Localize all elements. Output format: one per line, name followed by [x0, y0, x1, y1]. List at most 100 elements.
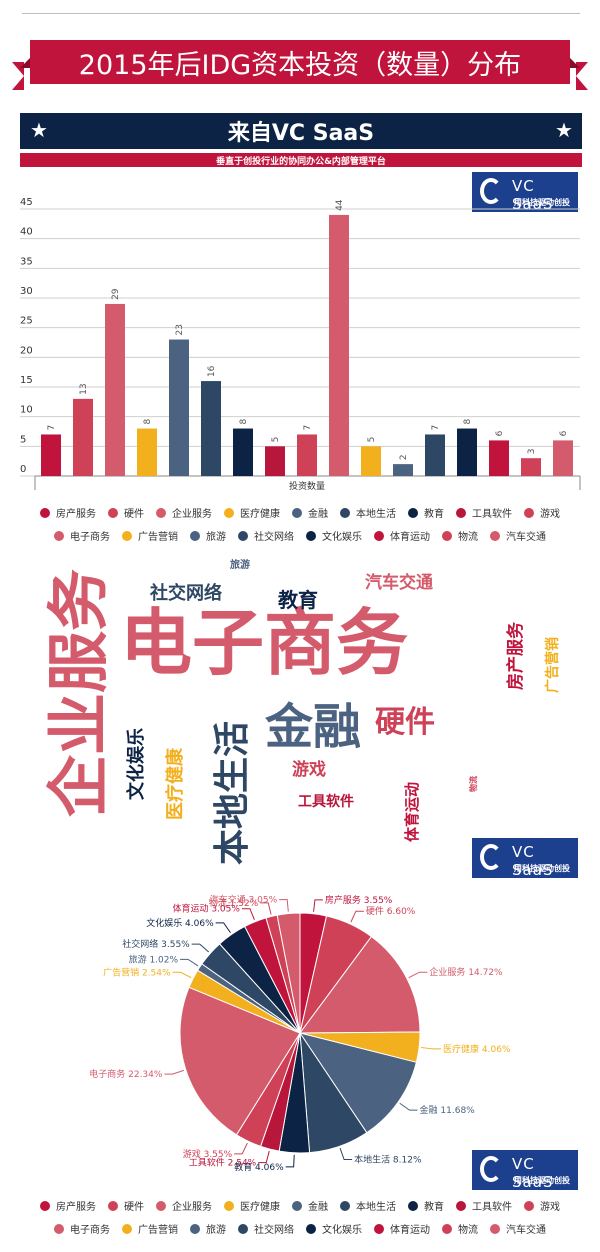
- legend-label: 教育: [424, 509, 444, 520]
- bar: [137, 428, 157, 476]
- legend-item[interactable]: 社交网络: [238, 1221, 294, 1236]
- legend-dot-icon: [54, 530, 64, 541]
- y-tick-label: 35: [20, 256, 33, 267]
- legend-item[interactable]: 社交网络: [238, 528, 294, 543]
- legend-label: 游戏: [540, 1202, 560, 1213]
- legend-dot-icon: [524, 1200, 534, 1211]
- legend-dot-icon: [442, 1223, 452, 1234]
- legend-dot-icon: [108, 507, 118, 518]
- legend-item[interactable]: 房产服务: [40, 505, 96, 520]
- word-culture: 文化娱乐: [126, 728, 147, 800]
- pie-leader-line: [164, 1069, 185, 1075]
- legend-item[interactable]: 硬件: [108, 1198, 144, 1213]
- legend-item[interactable]: 企业服务: [156, 1198, 212, 1213]
- legend-dot-icon: [456, 507, 466, 518]
- pie-leader-line: [350, 910, 364, 923]
- vc-saas-logo: VC SaaS 用科技驱动创投: [472, 838, 578, 879]
- legend-dot-icon: [122, 1223, 132, 1234]
- legend-item[interactable]: 金融: [292, 1198, 328, 1213]
- pie-slice-label: 广告营销 2.54%: [103, 966, 171, 978]
- pie-slice-label: 体育运动 3.05%: [172, 903, 240, 915]
- word-local-life: 本地生活: [212, 720, 253, 865]
- legend-item[interactable]: 广告营销: [122, 1221, 178, 1236]
- legend-dot-icon: [292, 507, 302, 518]
- legend-dot-icon: [292, 1200, 302, 1211]
- legend-label: 企业服务: [172, 509, 212, 520]
- pie-slice-label: 本地生活 8.12%: [354, 1154, 422, 1166]
- bar-value-label: 8: [239, 419, 249, 425]
- bar: [425, 434, 445, 476]
- y-tick-label: 5: [20, 434, 26, 445]
- legend-dot-icon: [490, 1223, 500, 1234]
- legend-dot-icon: [54, 1223, 64, 1234]
- legend-dot-icon: [40, 1200, 50, 1211]
- legend-label: 社交网络: [254, 532, 294, 543]
- legend-item[interactable]: 物流: [442, 528, 478, 543]
- legend-item[interactable]: 企业服务: [156, 505, 212, 520]
- word-sports: 体育运动: [403, 781, 421, 842]
- bar: [297, 434, 317, 476]
- legend-item[interactable]: 旅游: [190, 528, 226, 543]
- legend-dot-icon: [40, 507, 50, 518]
- legend-item[interactable]: 工具软件: [456, 1198, 512, 1213]
- legend-item[interactable]: 游戏: [524, 505, 560, 520]
- legend-dot-icon: [456, 1200, 466, 1211]
- bar-value-label: 5: [367, 437, 377, 443]
- legend-item[interactable]: 文化娱乐: [306, 1221, 362, 1236]
- legend-dot-icon: [108, 1200, 118, 1211]
- legend-item[interactable]: 房产服务: [40, 1198, 96, 1213]
- legend-item[interactable]: 汽车交通: [490, 528, 546, 543]
- legend-label: 金融: [308, 1202, 328, 1213]
- legend-label: 物流: [458, 532, 478, 543]
- pie-slice-label: 文化娱乐 4.06%: [146, 917, 214, 929]
- legend-item[interactable]: 旅游: [190, 1221, 226, 1236]
- top-divider: [22, 13, 580, 14]
- legend-item[interactable]: 汽车交通: [490, 1221, 546, 1236]
- legend-dot-icon: [238, 530, 248, 541]
- pie-leader-line: [191, 943, 210, 953]
- legend-item[interactable]: 本地生活: [340, 1198, 396, 1213]
- bar: [201, 381, 221, 476]
- legend-item[interactable]: 物流: [442, 1221, 478, 1236]
- legend-dot-icon: [524, 507, 534, 518]
- bar-value-label: 7: [303, 425, 313, 431]
- legend-label: 旅游: [206, 532, 226, 543]
- legend-label: 教育: [424, 1202, 444, 1213]
- legend-label: 企业服务: [172, 1202, 212, 1213]
- bar-value-label: 3: [527, 448, 537, 454]
- legend-item[interactable]: 教育: [408, 505, 444, 520]
- bar-value-label: 8: [143, 419, 153, 425]
- legend-item[interactable]: 工具软件: [456, 505, 512, 520]
- legend-label: 工具软件: [472, 1202, 512, 1213]
- y-tick-label: 10: [20, 405, 33, 416]
- legend-label: 硬件: [124, 1202, 144, 1213]
- legend-item[interactable]: 金融: [292, 505, 328, 520]
- legend-item[interactable]: 本地生活: [340, 505, 396, 520]
- word-enterprise: 企业服务: [42, 568, 115, 817]
- legend-item[interactable]: 硬件: [108, 505, 144, 520]
- bar: [489, 440, 509, 476]
- legend-item[interactable]: 游戏: [524, 1198, 560, 1213]
- y-tick-label: 0: [20, 464, 26, 475]
- legend-label: 电子商务: [70, 1225, 110, 1236]
- legend-item[interactable]: 电子商务: [54, 1221, 110, 1236]
- pie-slice-label: 金融 11.68%: [420, 1104, 476, 1116]
- legend-item[interactable]: 广告营销: [122, 528, 178, 543]
- legend-item[interactable]: 医疗健康: [224, 505, 280, 520]
- pie-leader-line: [279, 899, 289, 912]
- legend-item[interactable]: 医疗健康: [224, 1198, 280, 1213]
- word-games: 游戏: [292, 760, 326, 780]
- legend-item[interactable]: 教育: [408, 1198, 444, 1213]
- y-tick-label: 30: [20, 286, 33, 297]
- legend-label: 文化娱乐: [322, 1225, 362, 1236]
- legend-label: 文化娱乐: [322, 532, 362, 543]
- legend-item[interactable]: 体育运动: [374, 528, 430, 543]
- word-social: 社交网络: [150, 583, 222, 604]
- legend-dot-icon: [156, 507, 166, 518]
- legend-item[interactable]: 文化娱乐: [306, 528, 362, 543]
- legend-item[interactable]: 体育运动: [374, 1221, 430, 1236]
- bar: [233, 428, 253, 476]
- pie-slice-label: 企业服务 14.72%: [429, 966, 503, 978]
- legend-item[interactable]: 电子商务: [54, 528, 110, 543]
- star-icon: ★: [555, 118, 573, 142]
